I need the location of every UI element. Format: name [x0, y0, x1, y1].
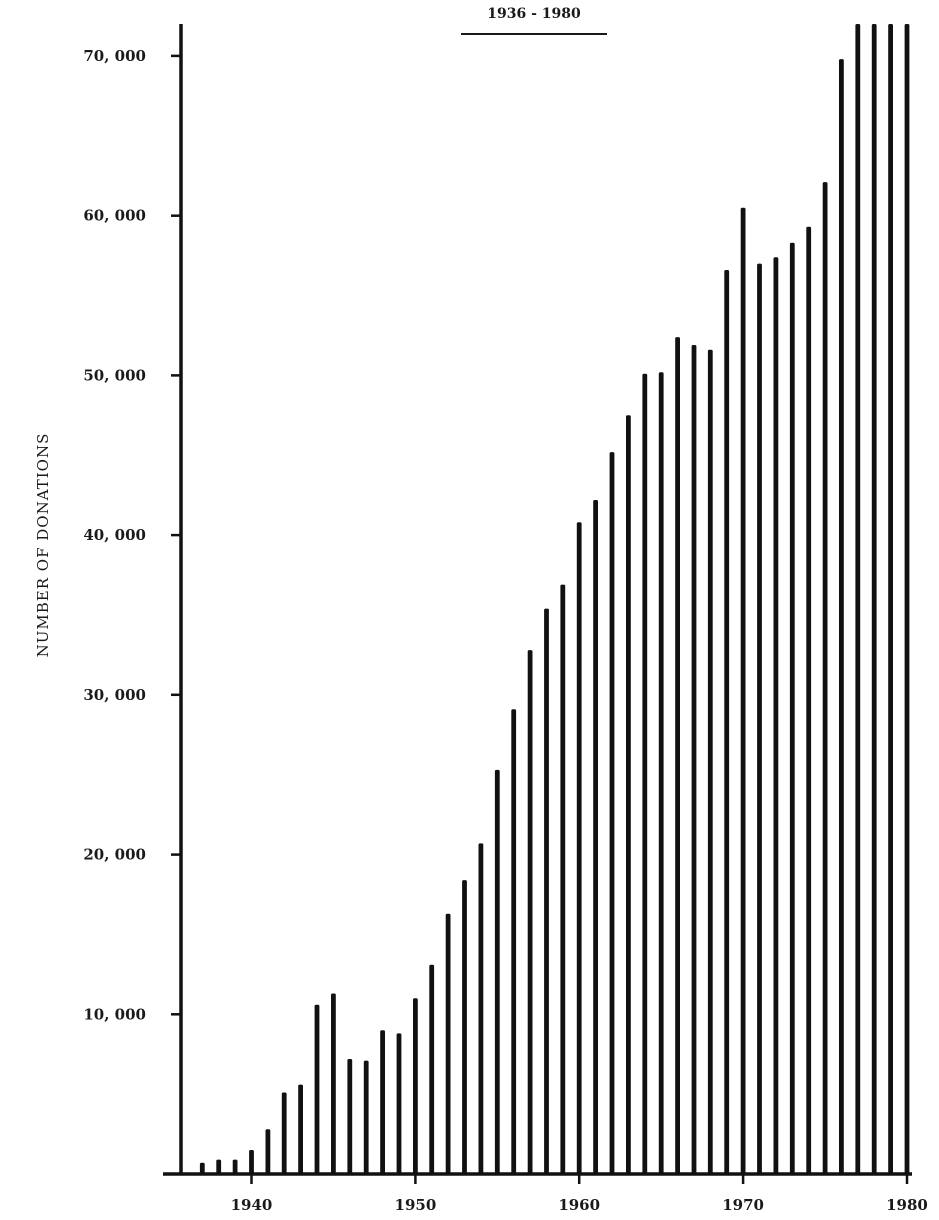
chart-subtitle: 1936 - 1980	[487, 6, 581, 22]
y-tick-label: 50, 000	[83, 366, 146, 384]
bar-1937	[199, 1162, 205, 1174]
x-tick-label: 1950	[395, 1196, 437, 1214]
bar-1949	[396, 1033, 402, 1174]
bar-1973	[789, 242, 795, 1175]
bar-1964	[642, 373, 648, 1174]
bar-1967	[691, 345, 697, 1174]
bar-1961	[593, 500, 598, 1174]
y-tick-label: 20, 000	[83, 846, 146, 864]
bar-1963	[626, 415, 631, 1174]
bar-1938	[216, 1159, 222, 1174]
x-tick-label: 1960	[558, 1196, 600, 1214]
y-tick-label: 70, 000	[83, 47, 146, 65]
bar-1975	[822, 182, 828, 1175]
bar-1971	[757, 263, 762, 1175]
bar-1939	[232, 1159, 238, 1174]
bar-1947	[363, 1060, 369, 1174]
y-axis-label: NUMBER OF DONATIONS	[34, 433, 52, 658]
bar-1968	[707, 349, 713, 1174]
bar-1940	[249, 1150, 254, 1174]
bar-1954	[478, 843, 484, 1174]
bar-1948	[380, 1030, 385, 1175]
y-tick-label: 30, 000	[83, 686, 146, 704]
y-ticks-group: 10, 000 20, 000 30, 000 40, 000 50, 000 60, 0…	[83, 47, 181, 1023]
x-tick-label: 1970	[722, 1196, 764, 1214]
bar-1976	[839, 59, 844, 1175]
bar-1944	[314, 1004, 320, 1174]
bar-1965	[658, 372, 664, 1174]
bar-1978	[871, 24, 877, 1174]
bar-1970	[740, 207, 746, 1174]
bar-1962	[609, 452, 615, 1175]
bar-1969	[724, 270, 730, 1174]
bar-1943	[298, 1084, 303, 1174]
bar-1972	[773, 257, 779, 1174]
bar-1951	[429, 964, 435, 1174]
bar-1942	[281, 1092, 287, 1174]
bar-1950	[413, 998, 418, 1174]
bar-1953	[462, 880, 467, 1174]
bar-1966	[675, 337, 680, 1175]
bar-1955	[494, 769, 500, 1174]
bar-1958	[544, 608, 549, 1174]
x-ticks-group: 1940 1950 1960 1970 1980	[231, 1174, 928, 1214]
bar-1977	[855, 24, 861, 1174]
bar-1974	[806, 226, 812, 1175]
y-tick-label: 10, 000	[83, 1005, 146, 1023]
x-tick-label: 1980	[886, 1196, 928, 1214]
bar-1946	[347, 1059, 353, 1174]
x-tick-label: 1940	[231, 1196, 273, 1214]
bars-group	[199, 24, 910, 1175]
bar-1979	[888, 24, 893, 1174]
bar-1952	[445, 913, 451, 1174]
bar-1959	[560, 584, 566, 1174]
bar-1945	[331, 993, 336, 1174]
bar-1941	[265, 1129, 271, 1174]
bar-1957	[527, 650, 533, 1174]
bar-1980	[904, 24, 910, 1174]
y-tick-label: 40, 000	[83, 526, 146, 544]
y-tick-label: 60, 000	[83, 207, 146, 225]
bar-1960	[576, 522, 582, 1174]
bar-1956	[511, 709, 517, 1174]
